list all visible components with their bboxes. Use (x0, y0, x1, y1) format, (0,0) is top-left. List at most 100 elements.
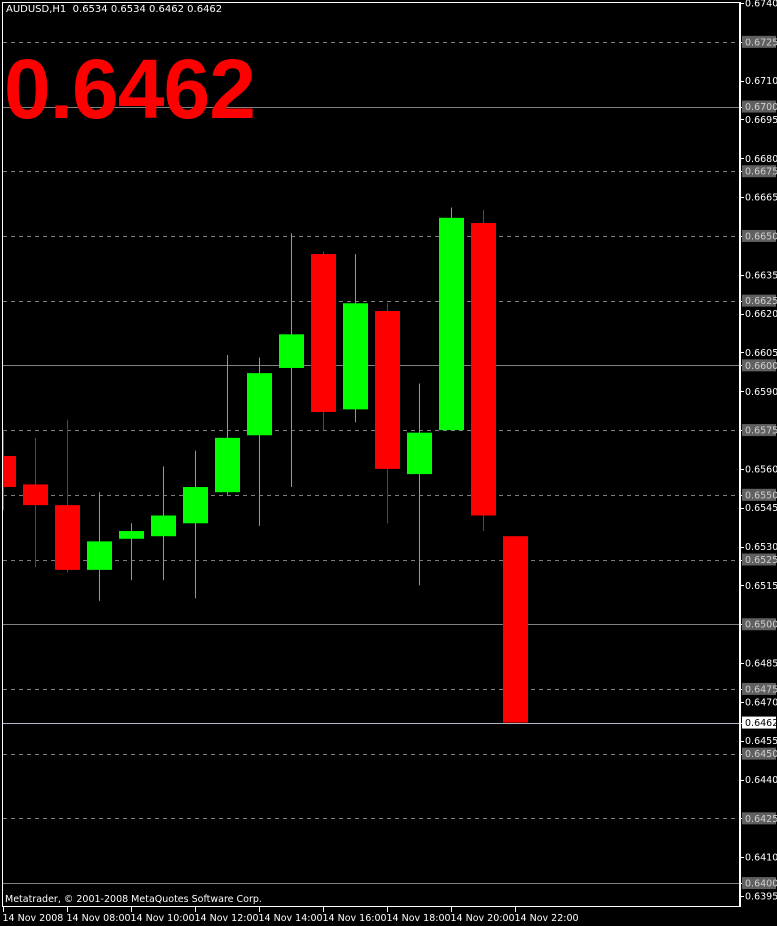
copyright-text: Metatrader, © 2001-2008 MetaQuotes Softw… (5, 894, 262, 905)
candle-18:00 (375, 303, 400, 524)
bull-candle-body (119, 531, 144, 539)
candle-06:00 (0, 430, 16, 511)
chart-header: AUDUSD,H1 0.6534 0.6534 0.6462 0.6462 (6, 4, 222, 15)
price-tick-label: 0.6650 (745, 231, 777, 242)
candle-19:00 (407, 383, 432, 586)
candle-16:00 (311, 251, 336, 431)
level-label-bg (742, 424, 776, 437)
time-tick-label: 14 Nov 18:00 (387, 913, 451, 924)
price-tick-label: 0.6525 (745, 555, 777, 566)
candle-07:00 (23, 437, 48, 568)
plot-frame (2, 2, 740, 907)
time-tick-label: 14 Nov 20:00 (451, 913, 515, 924)
symbol-label: AUDUSD,H1 (6, 4, 67, 15)
time-tick-label: 14 Nov 10:00 (131, 913, 195, 924)
price-tick-label: 0.6400 (745, 879, 777, 890)
candle-20:00 (439, 207, 464, 431)
bear-candle-body (311, 254, 336, 412)
time-tick-label: 14 Nov 08:00 (67, 913, 131, 924)
level-label-bg (742, 682, 776, 695)
bull-candle-body (407, 432, 432, 475)
price-tick-label: 0.6675 (745, 167, 777, 178)
price-tick-label: 0.6695 (745, 115, 777, 126)
price-tick-label: 0.6462 (745, 718, 777, 729)
bid-label-bg (742, 716, 776, 729)
ohlc-readout: 0.6534 0.6534 0.6462 0.6462 (72, 4, 223, 15)
price-tick-label: 0.6605 (745, 348, 777, 359)
price-tick-label: 0.6545 (745, 503, 777, 514)
bear-candle-body (0, 455, 16, 488)
bear-candle-body (55, 505, 80, 570)
price-tick-label: 0.6710 (745, 76, 777, 87)
level-label-bg (742, 747, 776, 760)
price-tick-label: 0.6620 (745, 309, 777, 320)
price-tick-label: 0.6665 (745, 193, 777, 204)
price-tick-label: 0.6725 (745, 37, 777, 48)
price-tick-label: 0.6475 (745, 684, 777, 695)
price-tick-label: 0.6590 (745, 387, 777, 398)
candle-14:00 (247, 357, 272, 526)
level-label-bg (742, 229, 776, 242)
price-tick-label: 0.6740 (745, 0, 777, 10)
level-label-bg (742, 294, 776, 307)
candle-22:00 (503, 536, 528, 723)
price-tick-label: 0.6410 (745, 853, 777, 864)
level-label-bg (742, 877, 776, 890)
candle-08:00 (55, 419, 80, 573)
bull-candle-body (151, 515, 176, 537)
time-tick-label: 14 Nov 14:00 (259, 913, 323, 924)
level-label-bg (742, 553, 776, 566)
time-tick-label: 14 Nov 12:00 (195, 913, 259, 924)
bull-candle-body (247, 373, 272, 436)
time-tick-label: 14 Nov 16:00 (323, 913, 387, 924)
level-label-bg (742, 812, 776, 825)
level-label-bg (742, 488, 776, 501)
price-tick-label: 0.6425 (745, 814, 777, 825)
price-tick-label: 0.6635 (745, 270, 777, 281)
bear-candle-body (23, 484, 48, 506)
price-tick-label: 0.6470 (745, 697, 777, 708)
big-price-display: 0.6462 (4, 42, 256, 136)
candle-09:00 (87, 492, 112, 601)
bear-candle-body (375, 311, 400, 469)
candle-10:00 (119, 523, 144, 581)
price-tick-label: 0.6500 (745, 620, 777, 631)
bull-candle-body (279, 334, 304, 368)
candle-15:00 (279, 233, 304, 488)
level-label-bg (742, 618, 776, 631)
candle-11:00 (151, 466, 176, 581)
price-tick-label: 0.6680 (745, 154, 777, 165)
price-tick-label: 0.6560 (745, 464, 777, 475)
bull-candle-body (439, 217, 464, 431)
left-mask (0, 0, 2, 926)
candle-17:00 (343, 254, 368, 423)
price-tick-label: 0.6625 (745, 296, 777, 307)
price-tick-label: 0.6550 (745, 490, 777, 501)
level-label-bg (742, 359, 776, 372)
level-label-bg (742, 100, 776, 113)
bull-candle-body (183, 487, 208, 524)
bear-candle-body (503, 536, 528, 723)
bull-candle-body (343, 303, 368, 410)
price-tick-label: 0.6700 (745, 102, 777, 113)
candle-13:00 (215, 355, 240, 495)
bear-candle-body (471, 223, 496, 516)
time-tick-label: 14 Nov 22:00 (515, 913, 579, 924)
price-tick-label: 0.6530 (745, 542, 777, 553)
price-tick-label: 0.6450 (745, 749, 777, 760)
time-tick-label: 14 Nov 2008 (3, 913, 64, 924)
price-tick-label: 0.6485 (745, 659, 777, 670)
price-tick-label: 0.6575 (745, 426, 777, 437)
level-label-bg (742, 165, 776, 178)
price-tick-label: 0.6395 (745, 892, 777, 903)
price-tick-label: 0.6600 (745, 361, 777, 372)
bull-candle-body (215, 437, 240, 493)
price-tick-label: 0.6440 (745, 775, 777, 786)
price-tick-label: 0.6515 (745, 581, 777, 592)
level-label-bg (742, 35, 776, 48)
bull-candle-body (87, 541, 112, 570)
candle-21:00 (471, 210, 496, 532)
candle-12:00 (183, 450, 208, 599)
price-tick-label: 0.6455 (745, 736, 777, 747)
